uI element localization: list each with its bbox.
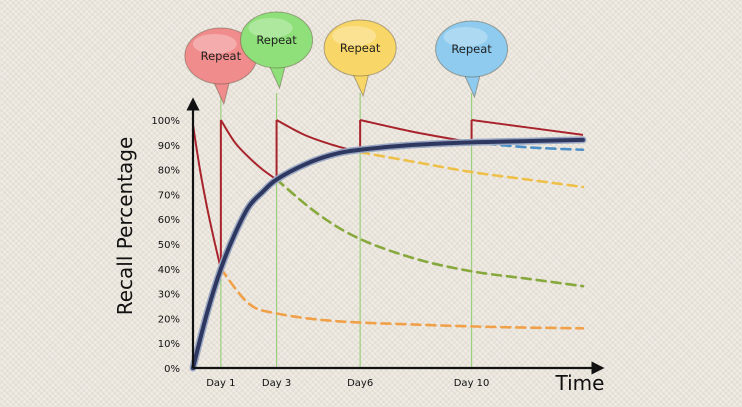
bubble-highlight [248, 18, 293, 38]
x-axis-title: Time [555, 371, 605, 395]
bubble-label: Repeat [340, 41, 381, 55]
y-tick-label: 20% [158, 314, 180, 325]
dashed-forgetting-curve [219, 267, 585, 330]
day-tick-label: Day 3 [262, 378, 291, 389]
y-tick-label: 80% [158, 166, 180, 177]
memory-strength-curve [191, 137, 585, 370]
bubble-body [240, 11, 314, 69]
repeat-speech-bubble: Repeat [184, 27, 258, 106]
y-tick-label: 100% [151, 116, 180, 127]
y-tick-label: 0% [164, 364, 180, 375]
repeat-speech-bubble: Repeat [435, 20, 509, 99]
bubble-highlight [332, 26, 377, 46]
bubble-highlight [192, 34, 237, 54]
retention-decay-curve [220, 119, 278, 181]
y-tick-label: 50% [158, 240, 180, 251]
y-tick-label: 30% [158, 290, 180, 301]
day-tick-label: Day6 [347, 378, 373, 389]
retention-decay-curve [276, 119, 361, 154]
bubble-label: Repeat [201, 49, 242, 63]
bubble-label: Repeat [451, 42, 492, 56]
y-tick-label: 70% [158, 190, 180, 201]
y-tick-label: 90% [158, 141, 180, 152]
day-tick-label: Day 10 [454, 378, 490, 389]
bubble-body [435, 20, 509, 78]
day-tick-label: Day 1 [206, 378, 235, 389]
y-tick-label: 60% [158, 215, 180, 226]
dashed-forgetting-curve [358, 150, 585, 189]
retention-decay-curve [359, 119, 472, 144]
y-axis-title: Recall Percentage [113, 137, 137, 316]
retention-decay-curve [192, 124, 222, 270]
bubble-highlight [443, 27, 488, 47]
y-tick-label: 40% [158, 265, 180, 276]
bubble-label: Repeat [256, 33, 297, 47]
memory-strength-curve-halo [189, 136, 587, 372]
x-day-labels: Day 1 Day 3 Day6 Day 10 [206, 378, 489, 389]
dashed-forgetting-curve [470, 141, 585, 152]
repeat-bubbles: Repeat Repeat Repeat Repeat [184, 11, 509, 106]
series-layer [189, 119, 587, 372]
repeat-speech-bubble: Repeat [240, 11, 314, 90]
repeat-speech-bubble: Repeat [323, 19, 397, 98]
y-tick-labels: 100% 90% 80% 70% 60% 50% 40% 30% 20% 10% 0% [151, 116, 180, 375]
day-guide-lines [220, 93, 473, 368]
retention-decay-curve [471, 119, 584, 136]
dashed-forgetting-curve [275, 178, 585, 288]
bubble-body [323, 19, 397, 77]
axes [186, 97, 605, 375]
y-tick-label: 10% [158, 339, 180, 350]
